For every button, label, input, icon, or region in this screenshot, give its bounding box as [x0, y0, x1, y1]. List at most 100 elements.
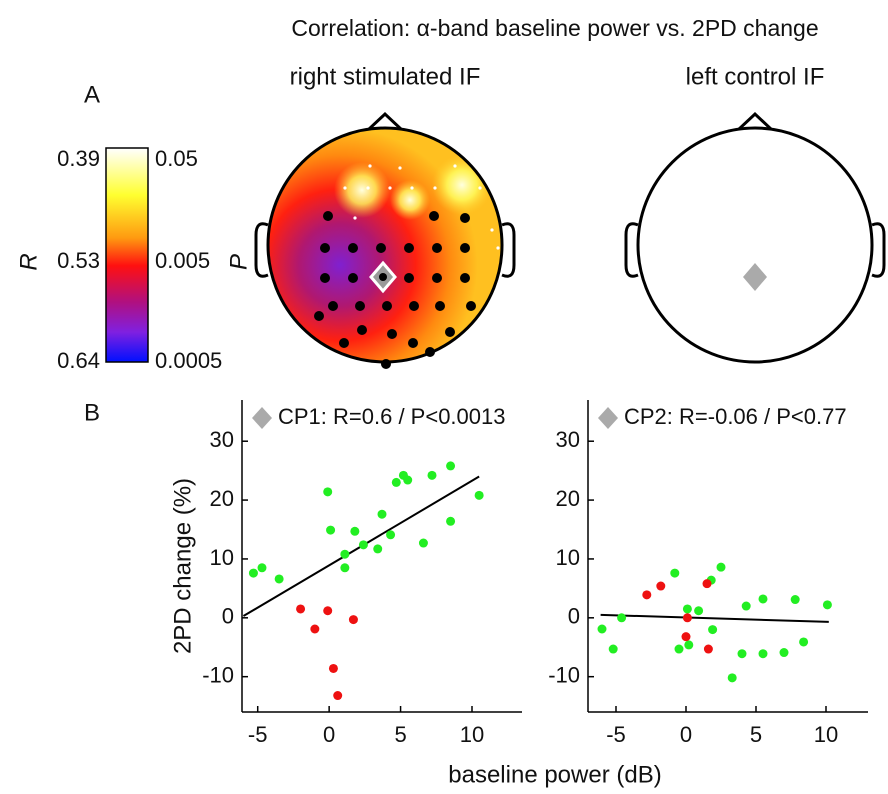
electrodes: [314, 164, 500, 369]
electrode: [314, 311, 324, 321]
electrode: [323, 211, 333, 221]
point: [799, 637, 809, 647]
point: [248, 568, 258, 578]
point: [727, 673, 737, 683]
electrode: [382, 301, 392, 311]
electrode: [357, 325, 367, 335]
electrode: [435, 301, 445, 311]
point: [682, 604, 692, 614]
point: [326, 525, 336, 535]
point: [694, 606, 704, 616]
electrode: [433, 186, 437, 190]
y-tick-label: -10: [202, 662, 234, 687]
point: [684, 640, 694, 650]
point: [474, 490, 484, 500]
point: [323, 487, 333, 497]
point: [340, 549, 350, 559]
electrode: [432, 273, 442, 283]
fit-line: [600, 613, 829, 623]
y-axis-label: 2PD change (%): [169, 478, 196, 654]
electrode: [343, 186, 347, 190]
colorbar-tick-label: 0.39: [57, 146, 100, 171]
point: [758, 594, 768, 604]
electrode: [404, 243, 414, 253]
electrode: [453, 164, 457, 168]
point: [373, 544, 383, 554]
y-tick-label: 20: [556, 486, 580, 511]
x-tick-label: 0: [680, 722, 692, 747]
electrode: [410, 186, 414, 190]
chart-title: CP1: R=0.6 / P<0.0013: [278, 404, 506, 429]
point: [822, 600, 832, 610]
electrode: [388, 186, 392, 190]
title-marker: [598, 407, 618, 429]
electrode: [460, 273, 470, 283]
electrode: [408, 338, 418, 348]
chart-title: CP2: R=-0.06 / P<0.77: [624, 404, 847, 429]
point: [597, 624, 607, 634]
electrode: [460, 213, 470, 223]
x-axis-label: baseline power (dB): [448, 761, 661, 788]
colorbar: [105, 147, 149, 363]
x-tick-label: 10: [460, 722, 484, 747]
point: [274, 574, 284, 584]
figure-title: Correlation: α-band baseline power vs. 2…: [291, 15, 818, 41]
electrode: [404, 273, 414, 283]
topomap-title: left control IF: [686, 63, 825, 90]
point: [656, 581, 666, 591]
electrode: [429, 211, 439, 221]
electrode: [348, 273, 358, 283]
x-tick-label: -5: [606, 722, 626, 747]
x-tick-label: 5: [750, 722, 762, 747]
point: [310, 624, 320, 634]
electrode: [339, 338, 349, 348]
point: [340, 563, 350, 573]
point: [681, 632, 691, 642]
point: [403, 475, 413, 485]
electrode: [348, 243, 358, 253]
electrode: [376, 243, 386, 253]
electrode: [328, 301, 338, 311]
point: [779, 648, 789, 658]
x-tick-label: 5: [394, 722, 406, 747]
panel-label: B: [84, 399, 100, 426]
electrode: [466, 301, 476, 311]
point: [608, 644, 618, 654]
point: [350, 526, 360, 536]
point: [758, 649, 768, 659]
x-tick-label: 10: [814, 722, 838, 747]
point: [716, 562, 726, 572]
point: [377, 509, 387, 519]
point: [741, 601, 751, 611]
colorbar-label: P: [225, 254, 252, 270]
electrode: [445, 327, 455, 337]
title-marker: [252, 407, 272, 429]
point: [702, 579, 712, 589]
topomap-right: [624, 111, 886, 364]
electrode: [496, 246, 500, 250]
colorbar-label: R: [15, 253, 42, 270]
point: [328, 663, 338, 673]
point: [617, 613, 627, 623]
colorbar-tick-label: 0.53: [57, 248, 100, 273]
point: [703, 644, 713, 654]
colorbar-tick-label: 0.005: [155, 248, 210, 273]
x-tick-label: 0: [323, 722, 335, 747]
point: [674, 644, 684, 654]
y-tick-label: 20: [210, 486, 234, 511]
electrode: [398, 166, 402, 170]
point: [386, 530, 396, 540]
electrode: [432, 243, 442, 253]
point: [296, 604, 306, 614]
point: [418, 538, 428, 548]
electrode: [353, 216, 357, 220]
electrode: [379, 273, 387, 281]
y-tick-label: 0: [568, 604, 580, 629]
y-tick-label: 30: [556, 427, 580, 452]
colorbar-tick-label: 0.0005: [155, 348, 222, 373]
electrode: [320, 273, 330, 283]
electrode: [490, 228, 494, 232]
electrode: [425, 347, 435, 357]
point: [682, 613, 692, 623]
